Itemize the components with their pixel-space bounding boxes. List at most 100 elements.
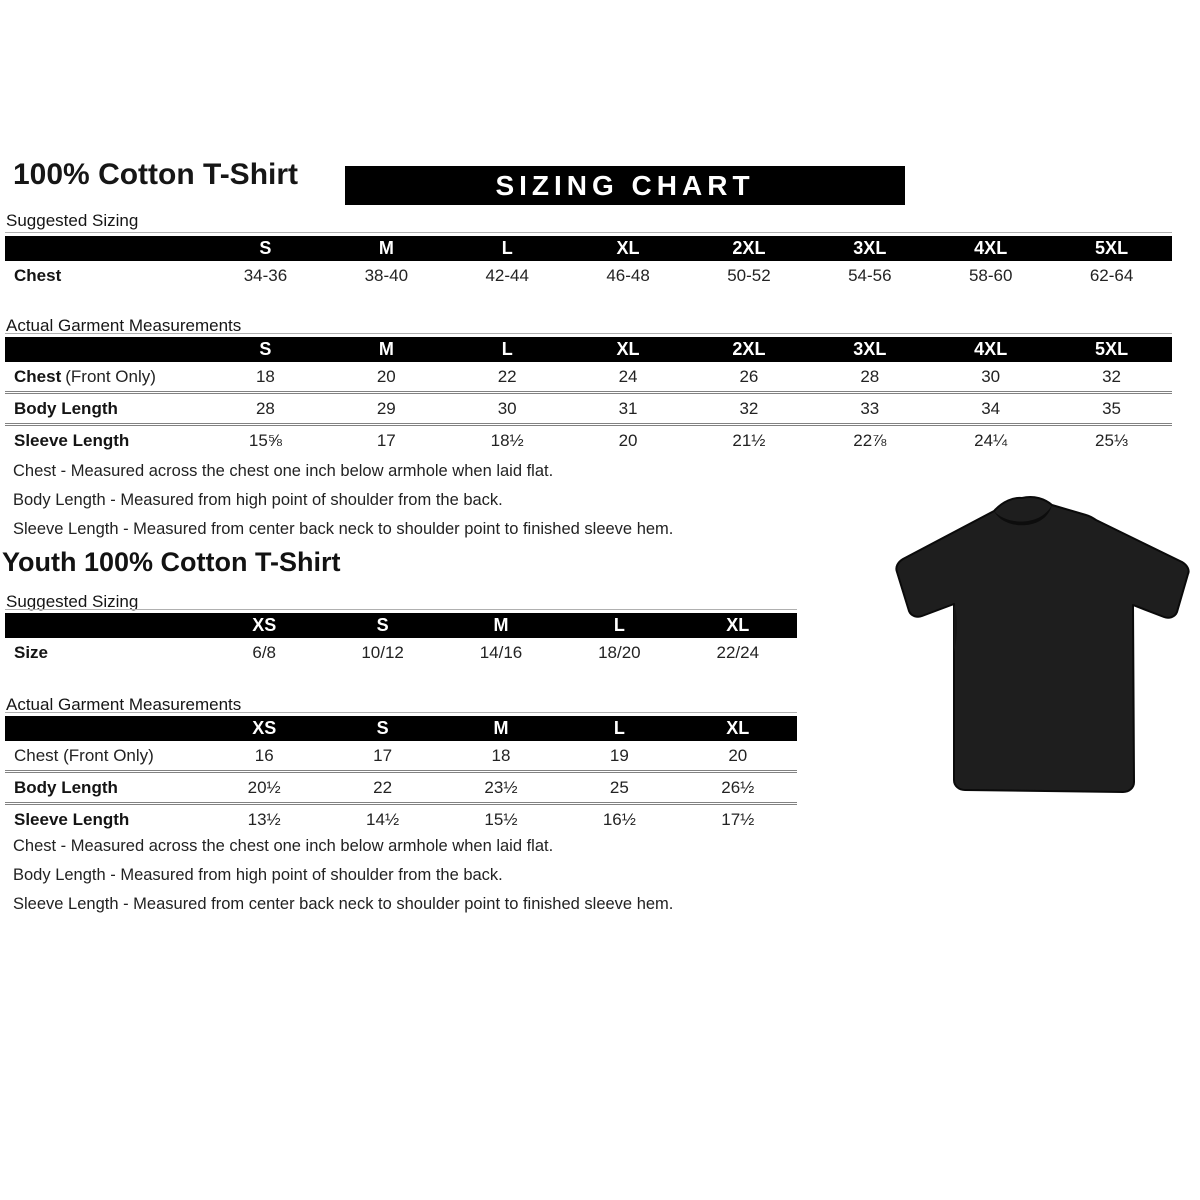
column-header: S xyxy=(323,613,442,638)
table-cell: 35 xyxy=(1051,392,1172,426)
table-cell: 30 xyxy=(446,392,568,426)
corner-cell xyxy=(5,236,205,261)
youth-suggested-table: XS S M L XL Size 6/8 10/12 14/16 18/20 2… xyxy=(5,613,797,668)
column-header: XL xyxy=(678,613,797,638)
table-cell: 26 xyxy=(688,362,810,394)
table-cell: 15½ xyxy=(484,809,518,829)
table-cell: 28 xyxy=(809,362,931,394)
divider-line xyxy=(5,232,1172,233)
table-cell: 32 xyxy=(1051,362,1172,394)
table-row: Sleeve Length 13½ 14½ 15½ 16½ 17½ xyxy=(5,804,797,835)
column-header: 2XL xyxy=(688,337,810,362)
column-header: 2XL xyxy=(688,236,810,261)
tshirt-shoulder-highlight xyxy=(954,604,958,652)
table-header-row: XS S M L XL xyxy=(5,613,797,638)
column-header: M xyxy=(325,337,447,362)
adult-measurement-notes: Chest - Measured across the chest one in… xyxy=(13,461,793,548)
table-cell: 31 xyxy=(567,392,689,426)
row-label: Chest (Front Only) xyxy=(5,362,205,394)
table-cell: 46-48 xyxy=(606,266,650,285)
table-row: Chest 34-36 38-40 42-44 46-48 50-52 54-5… xyxy=(5,261,1172,291)
row-label: Chest xyxy=(5,261,205,291)
page-title: 100% Cotton T-Shirt xyxy=(13,158,299,191)
adult-actual-label: Actual Garment Measurements xyxy=(6,316,242,335)
adult-suggested-table: S M L XL 2XL 3XL 4XL 5XL Chest 34-36 38-… xyxy=(5,236,1172,291)
table-cell: 22 xyxy=(323,771,442,805)
column-header: 3XL xyxy=(809,236,931,261)
tshirt-silhouette xyxy=(895,495,1190,793)
youth-section-title: Youth 100% Cotton T-Shirt xyxy=(2,547,341,577)
banner-text: SIZING CHART xyxy=(495,169,755,201)
table-cell: 20½ xyxy=(205,771,324,805)
adult-suggested-label: Suggested Sizing xyxy=(6,211,139,230)
row-label-suffix: (Front Only) xyxy=(65,366,156,386)
table-cell: 30 xyxy=(930,362,1052,394)
divider-line xyxy=(5,609,797,610)
table-cell: 50-52 xyxy=(727,266,771,285)
table-header-row: XS S M L XL xyxy=(5,716,797,741)
column-header: 3XL xyxy=(809,337,931,362)
table-row: Body Length 20½ 22 23½ 25 26½ xyxy=(5,771,797,805)
table-cell: 18½ xyxy=(490,430,524,450)
table-cell: 22 xyxy=(446,362,568,394)
sizing-chart-banner: SIZING CHART xyxy=(345,166,905,205)
row-label-bold: Body Length xyxy=(14,777,118,797)
table-row: Sleeve Length 15⅝ 17 18½ 20 21½ 22⅞ 24¼ … xyxy=(5,425,1172,456)
row-label-bold: Body Length xyxy=(14,398,118,418)
row-label-bold: Sleeve Length xyxy=(14,430,130,450)
table-cell: 24¼ xyxy=(974,430,1008,450)
table-cell: 17½ xyxy=(721,809,755,829)
row-label: Size xyxy=(5,638,205,668)
row-label-suffix: Chest (Front Only) xyxy=(14,745,154,765)
table-cell: 14½ xyxy=(366,809,400,829)
adult-actual-table: S M L XL 2XL 3XL 4XL 5XL Chest (Front Onl… xyxy=(5,337,1172,455)
table-cell: 21½ xyxy=(732,430,766,450)
table-cell: 58-60 xyxy=(968,266,1013,285)
corner-cell xyxy=(5,337,205,362)
table-cell: 17 xyxy=(323,741,442,773)
table-cell: 15⅝ xyxy=(248,430,282,450)
table-cell: 18/20 xyxy=(598,643,641,662)
table-cell: 34 xyxy=(930,392,1052,426)
column-header: M xyxy=(441,716,561,741)
column-header: 4XL xyxy=(930,236,1052,261)
table-cell: 17 xyxy=(376,430,396,450)
column-header: M xyxy=(325,236,447,261)
note-chest: Chest - Measured across the chest one in… xyxy=(13,462,554,480)
table-cell: 22/24 xyxy=(716,643,760,662)
row-label: Sleeve Length xyxy=(5,804,205,835)
table-cell: 29 xyxy=(325,392,447,426)
table-cell: 6/8 xyxy=(252,643,277,662)
table-row: Chest (Front Only) 16 17 18 19 20 xyxy=(5,741,797,773)
table-cell: 32 xyxy=(688,392,810,426)
corner-cell xyxy=(5,613,205,638)
table-cell: 25⅓ xyxy=(1095,430,1129,450)
tshirt-collar xyxy=(994,505,1052,526)
youth-actual-table: XS S M L XL Chest (Front Only) 16 17 18 … xyxy=(5,716,797,834)
column-header: XS xyxy=(205,716,324,741)
table-cell: 42-44 xyxy=(485,266,529,285)
column-header: L xyxy=(446,337,568,362)
table-row: Size 6/8 10/12 14/16 18/20 22/24 xyxy=(5,638,797,668)
table-cell: 26½ xyxy=(678,771,797,805)
table-header-row: S M L XL 2XL 3XL 4XL 5XL xyxy=(5,337,1172,362)
table-cell: 38-40 xyxy=(364,266,409,285)
column-header: 4XL xyxy=(930,337,1052,362)
column-header: XL xyxy=(678,716,797,741)
row-label-bold: Size xyxy=(14,643,49,662)
youth-measurement-notes: Chest - Measured across the chest one in… xyxy=(13,836,793,923)
table-cell: 10/12 xyxy=(361,643,404,662)
table-cell: 19 xyxy=(560,741,679,773)
divider-line xyxy=(5,712,797,713)
table-cell: 24 xyxy=(567,362,689,394)
table-cell: 62-64 xyxy=(1089,266,1134,285)
table-header-row: S M L XL 2XL 3XL 4XL 5XL xyxy=(5,236,1172,261)
table-cell: 23½ xyxy=(441,771,561,805)
column-header: 5XL xyxy=(1051,337,1172,362)
table-cell: 16 xyxy=(205,741,324,773)
row-label-bold: Chest xyxy=(14,366,62,386)
table-cell: 13½ xyxy=(247,809,281,829)
column-header: L xyxy=(560,716,679,741)
table-cell: 20 xyxy=(325,362,447,394)
